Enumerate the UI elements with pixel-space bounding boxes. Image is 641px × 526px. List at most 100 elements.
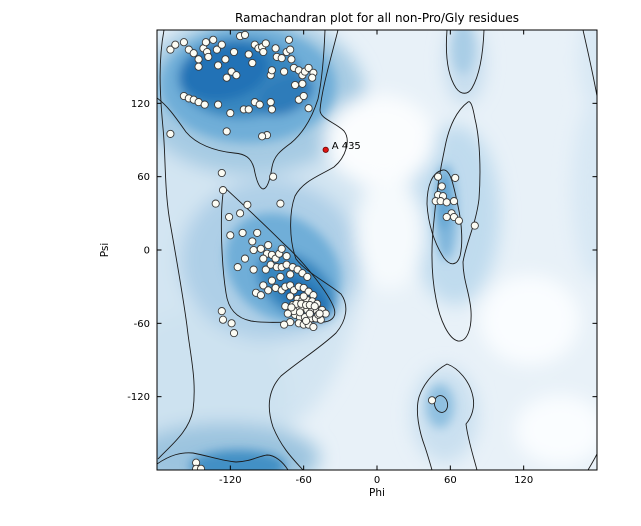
residue-point xyxy=(256,244,265,253)
residue-point xyxy=(299,91,308,101)
residue-point xyxy=(286,45,295,54)
residue-point xyxy=(259,254,268,263)
residue-point xyxy=(261,265,270,274)
residue-point xyxy=(451,173,460,182)
residue-point xyxy=(222,73,231,82)
residue-point xyxy=(258,132,267,141)
highlight-point xyxy=(322,146,329,153)
residue-point xyxy=(442,198,451,207)
density-field xyxy=(157,30,597,470)
residue-point xyxy=(437,182,446,191)
residue-point xyxy=(271,44,280,53)
residue-point xyxy=(240,254,250,263)
residue-point xyxy=(449,197,459,206)
tick-label: 0 xyxy=(144,246,150,257)
residue-point xyxy=(226,109,235,118)
residue-point xyxy=(194,55,203,64)
residue-point xyxy=(434,172,443,181)
residue-point xyxy=(277,54,286,63)
residue-point xyxy=(287,303,296,312)
residue-point xyxy=(238,228,247,237)
residue-point xyxy=(470,221,479,230)
residue-point xyxy=(221,55,230,64)
tick-label: 60 xyxy=(137,172,150,183)
y-axis-label: Psi xyxy=(99,243,111,258)
residue-point xyxy=(261,39,270,48)
residue-point xyxy=(229,329,239,338)
residue-point xyxy=(166,129,175,138)
residue-point xyxy=(286,292,295,301)
residue-point xyxy=(244,105,253,114)
residue-point xyxy=(309,322,318,332)
residue-scatter xyxy=(166,30,479,470)
residue-point xyxy=(295,308,305,317)
contour-lefthanded-outer xyxy=(431,101,481,342)
residue-point xyxy=(442,212,451,222)
contour-bottomright-outer xyxy=(416,363,478,470)
residue-point xyxy=(253,228,262,237)
residue-point xyxy=(243,200,252,209)
residue-point xyxy=(259,281,268,290)
residue-point xyxy=(267,105,276,114)
x-axis-label: Phi xyxy=(369,487,385,499)
residue-point xyxy=(218,186,228,195)
residue-point xyxy=(276,199,285,208)
residue-point xyxy=(166,45,175,54)
residue-point xyxy=(222,127,231,136)
residue-point xyxy=(280,320,289,329)
residue-point xyxy=(284,35,294,44)
residue-point xyxy=(171,40,180,49)
residue-point xyxy=(236,209,245,218)
tick-label: -120 xyxy=(219,475,242,486)
highlight-label: A 435 xyxy=(332,141,361,152)
residue-point xyxy=(282,252,291,261)
residue-point xyxy=(229,47,239,57)
residue-point xyxy=(304,104,313,113)
residue-point xyxy=(264,286,273,295)
residue-point xyxy=(217,307,226,316)
axis-ticks xyxy=(157,30,597,470)
residue-point xyxy=(233,263,242,272)
residue-point xyxy=(264,241,273,250)
residue-point xyxy=(232,71,241,80)
tick-labels: -120 -60 0 60 120 120 60 0 -60 -120 xyxy=(127,99,533,486)
residue-point xyxy=(240,30,250,39)
residue-point xyxy=(302,316,311,325)
tick-label: -60 xyxy=(134,319,150,330)
residue-point xyxy=(227,319,236,328)
residue-point xyxy=(194,62,203,71)
contour-bottomright-inner xyxy=(433,395,449,413)
contour-corner-bottomright xyxy=(587,453,597,470)
residue-point xyxy=(266,98,275,107)
tick-label: 0 xyxy=(374,475,380,486)
residue-point xyxy=(226,231,235,240)
residue-point xyxy=(201,38,210,47)
residue-point xyxy=(200,100,209,109)
residue-point xyxy=(267,66,276,75)
residue-point xyxy=(217,40,226,49)
residue-point xyxy=(244,50,253,59)
residue-point xyxy=(277,244,286,253)
residue-point xyxy=(267,276,276,285)
residue-point xyxy=(287,55,296,64)
residue-point xyxy=(217,168,226,178)
residue-point xyxy=(209,35,218,44)
residue-point xyxy=(454,216,463,225)
highlight-group: A 435 xyxy=(322,141,361,153)
residue-point xyxy=(283,309,292,318)
residue-point xyxy=(214,100,223,109)
residue-point xyxy=(189,49,198,58)
contour-corner-topright xyxy=(582,30,597,97)
residue-point xyxy=(315,309,324,318)
residue-point xyxy=(259,47,268,57)
residue-point xyxy=(249,265,258,274)
residue-point xyxy=(225,212,234,222)
residue-point xyxy=(248,58,257,68)
residue-point xyxy=(255,100,264,109)
residue-point xyxy=(212,45,221,54)
residue-point xyxy=(269,172,278,181)
residue-point xyxy=(304,63,313,72)
contour-inner-beta xyxy=(157,30,326,190)
